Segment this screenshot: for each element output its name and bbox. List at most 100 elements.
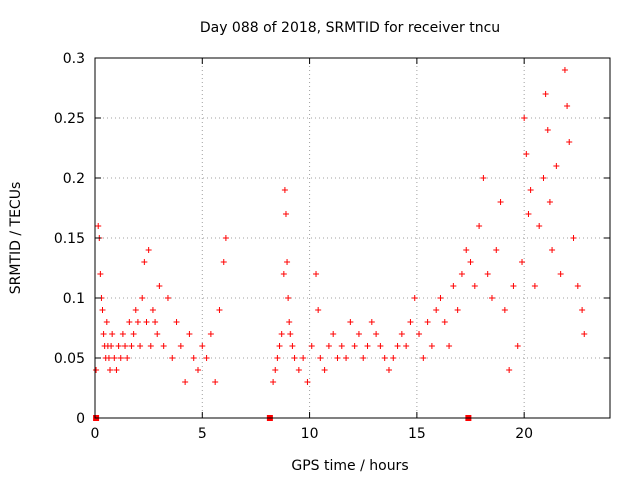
data-point bbox=[115, 343, 122, 349]
data-point bbox=[523, 151, 530, 157]
y-tick-label: 0 bbox=[76, 411, 85, 427]
data-point bbox=[270, 379, 277, 385]
data-point bbox=[308, 343, 315, 349]
data-point bbox=[169, 355, 176, 361]
data-point bbox=[108, 343, 115, 349]
data-point bbox=[368, 319, 375, 325]
data-point bbox=[480, 175, 487, 181]
data-point bbox=[398, 331, 405, 337]
x-axis-label: GPS time / hours bbox=[291, 458, 408, 474]
data-point bbox=[124, 355, 131, 361]
data-point bbox=[493, 247, 500, 253]
data-point bbox=[212, 379, 219, 385]
data-point bbox=[177, 343, 184, 349]
x-tick-label: 5 bbox=[198, 426, 207, 442]
data-point bbox=[416, 331, 423, 337]
data-point bbox=[519, 259, 526, 265]
data-point bbox=[145, 247, 152, 253]
data-point bbox=[147, 343, 154, 349]
data-point bbox=[99, 307, 106, 313]
data-point bbox=[437, 295, 444, 301]
data-point bbox=[377, 343, 384, 349]
data-point bbox=[203, 355, 210, 361]
data-point bbox=[149, 307, 156, 313]
data-point bbox=[274, 355, 281, 361]
data-point bbox=[467, 259, 474, 265]
data-point bbox=[566, 139, 573, 145]
data-point bbox=[433, 307, 440, 313]
data-point bbox=[289, 343, 296, 349]
data-point bbox=[280, 271, 287, 277]
data-point bbox=[272, 367, 279, 373]
data-point bbox=[544, 127, 551, 133]
data-point bbox=[488, 295, 495, 301]
data-point bbox=[286, 319, 293, 325]
data-point bbox=[385, 367, 392, 373]
data-point bbox=[325, 343, 332, 349]
y-axis-ticks: 0 0.05 0.1 0.15 0.2 0.25 0.3 bbox=[54, 51, 610, 427]
data-point bbox=[553, 163, 560, 169]
data-point bbox=[107, 367, 114, 373]
data-point bbox=[281, 187, 288, 193]
data-point bbox=[549, 247, 556, 253]
data-point bbox=[403, 343, 410, 349]
data-point bbox=[536, 223, 543, 229]
data-point bbox=[111, 355, 118, 361]
data-point bbox=[105, 355, 112, 361]
data-point bbox=[360, 355, 367, 361]
data-point bbox=[343, 355, 350, 361]
data-point bbox=[525, 211, 532, 217]
data-point bbox=[122, 343, 129, 349]
data-point bbox=[506, 367, 513, 373]
y-tick-label: 0.25 bbox=[54, 111, 85, 127]
data-point bbox=[373, 331, 380, 337]
data-point bbox=[407, 319, 414, 325]
data-point bbox=[557, 271, 564, 277]
x-tick-label: 0 bbox=[91, 426, 100, 442]
data-point bbox=[546, 199, 553, 205]
data-point bbox=[471, 283, 478, 289]
data-point bbox=[564, 103, 571, 109]
data-point bbox=[521, 115, 528, 121]
data-point bbox=[113, 367, 120, 373]
data-point bbox=[195, 367, 201, 373]
chart-title: Day 088 of 2018, SRMTID for receiver tnc… bbox=[200, 20, 500, 36]
data-point bbox=[284, 259, 291, 265]
x-tick-label: 20 bbox=[515, 426, 533, 442]
data-point bbox=[428, 343, 435, 349]
y-tick-label: 0.15 bbox=[54, 231, 85, 247]
data-point bbox=[97, 271, 104, 277]
data-point bbox=[199, 343, 206, 349]
data-point bbox=[514, 343, 521, 349]
data-point bbox=[334, 355, 341, 361]
data-point bbox=[424, 319, 431, 325]
data-point bbox=[156, 283, 163, 289]
data-point bbox=[137, 343, 144, 349]
data-point bbox=[581, 331, 588, 337]
data-point bbox=[282, 211, 289, 217]
data-point bbox=[476, 223, 483, 229]
data-point bbox=[278, 331, 285, 337]
data-point bbox=[164, 295, 171, 301]
data-point bbox=[109, 331, 116, 337]
data-point bbox=[130, 331, 137, 337]
data-point bbox=[542, 91, 549, 97]
x-axis-ticks: 0 5 10 15 20 bbox=[91, 58, 533, 442]
data-point bbox=[103, 319, 110, 325]
data-point bbox=[93, 367, 100, 373]
data-point bbox=[446, 343, 453, 349]
data-point bbox=[315, 307, 322, 313]
data-point bbox=[287, 331, 294, 337]
y-tick-label: 0.05 bbox=[54, 351, 85, 367]
data-point bbox=[207, 331, 214, 337]
data-point bbox=[304, 379, 311, 385]
data-point bbox=[160, 343, 167, 349]
data-point bbox=[222, 235, 229, 241]
data-point bbox=[152, 319, 159, 325]
data-point bbox=[394, 343, 401, 349]
data-point bbox=[134, 319, 141, 325]
y-tick-label: 0.1 bbox=[63, 291, 85, 307]
data-point bbox=[190, 355, 197, 361]
data-point bbox=[186, 331, 193, 337]
